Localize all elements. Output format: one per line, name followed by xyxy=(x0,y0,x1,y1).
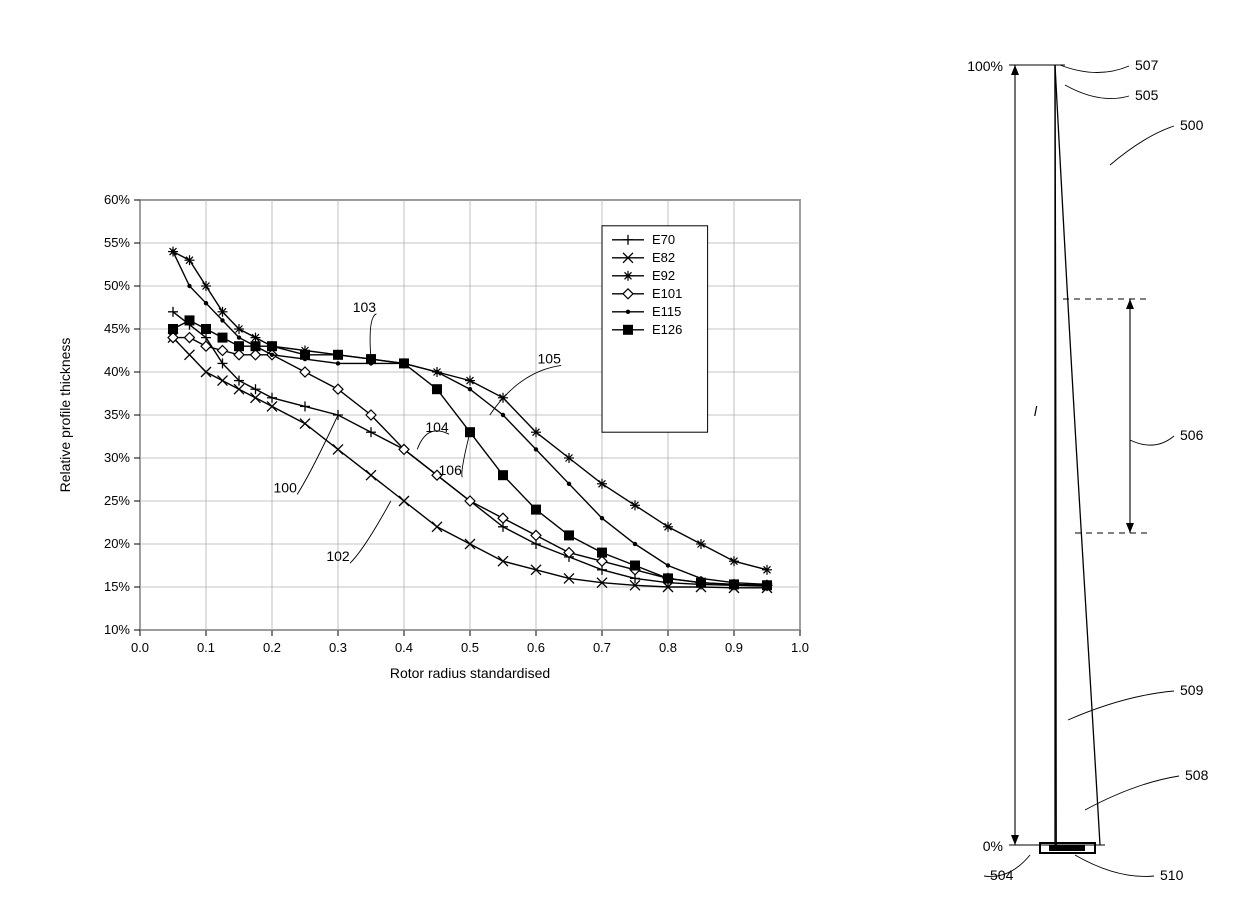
svg-text:507: 507 xyxy=(1135,57,1159,73)
blade-label-507: 507 xyxy=(1060,57,1159,73)
chart-legend: E70 E82 E92 E101 E115 E126 xyxy=(602,226,708,432)
svg-text:0.3: 0.3 xyxy=(329,640,347,655)
svg-text:35%: 35% xyxy=(104,407,130,422)
blade-percent-bottom: 0% xyxy=(983,838,1003,854)
blade-label-510: 510 xyxy=(1075,855,1184,883)
svg-text:509: 509 xyxy=(1180,682,1204,698)
blade-label-504: 504 xyxy=(984,855,1030,883)
svg-text:504: 504 xyxy=(990,867,1014,883)
svg-text:510: 510 xyxy=(1160,867,1184,883)
blade-label-506: 506 xyxy=(1130,427,1204,445)
svg-text:40%: 40% xyxy=(104,364,130,379)
svg-text:0.8: 0.8 xyxy=(659,640,677,655)
legend-item-E70: E70 xyxy=(652,232,675,247)
svg-text:30%: 30% xyxy=(104,450,130,465)
svg-text:25%: 25% xyxy=(104,493,130,508)
svg-text:505: 505 xyxy=(1135,87,1159,103)
svg-text:0.2: 0.2 xyxy=(263,640,281,655)
svg-text:0.7: 0.7 xyxy=(593,640,611,655)
y-axis-label: Relative profile thickness xyxy=(57,338,73,493)
svg-text:1.0: 1.0 xyxy=(791,640,809,655)
svg-text:0.9: 0.9 xyxy=(725,640,743,655)
svg-text:0.4: 0.4 xyxy=(395,640,413,655)
svg-text:60%: 60% xyxy=(104,192,130,207)
blade-diagram: 100% 0% l 500 505 507 506 509 508 504 510 xyxy=(967,57,1208,883)
svg-text:103: 103 xyxy=(353,299,377,315)
legend-item-E101: E101 xyxy=(652,286,682,301)
svg-text:0.5: 0.5 xyxy=(461,640,479,655)
svg-text:105: 105 xyxy=(538,350,562,366)
svg-text:55%: 55% xyxy=(104,235,130,250)
svg-text:20%: 20% xyxy=(104,536,130,551)
svg-text:0.0: 0.0 xyxy=(131,640,149,655)
blade-range-label: l xyxy=(1034,403,1038,419)
legend-item-E115: E115 xyxy=(652,304,681,319)
svg-text:102: 102 xyxy=(326,548,350,564)
svg-text:106: 106 xyxy=(439,462,463,478)
callout-102: 102 xyxy=(326,501,390,564)
callout-106: 106 xyxy=(439,432,470,478)
callout-104: 104 xyxy=(417,419,449,449)
blade-percent-top: 100% xyxy=(967,58,1003,74)
svg-text:45%: 45% xyxy=(104,321,130,336)
figure-root: 0.0 0.1 0.2 0.3 0.4 0.5 0.6 0.7 0.8 0.9 1.0 10% 15% 2… xyxy=(0,0,1240,915)
figure-svg: 0.0 0.1 0.2 0.3 0.4 0.5 0.6 0.7 0.8 0.9 1.0 10% 15% 2… xyxy=(0,0,1240,915)
svg-text:500: 500 xyxy=(1180,117,1204,133)
blade-label-508: 508 xyxy=(1085,767,1209,810)
svg-text:508: 508 xyxy=(1185,767,1209,783)
blade-label-509: 509 xyxy=(1068,682,1204,720)
callout-100: 100 xyxy=(274,415,338,495)
svg-text:104: 104 xyxy=(425,419,449,435)
svg-text:506: 506 xyxy=(1180,427,1204,443)
x-axis-label: Rotor radius standardised xyxy=(390,665,550,681)
legend-item-E126: E126 xyxy=(652,322,682,337)
legend-item-E92: E92 xyxy=(652,268,675,283)
svg-text:10%: 10% xyxy=(104,622,130,637)
svg-text:50%: 50% xyxy=(104,278,130,293)
svg-text:15%: 15% xyxy=(104,579,130,594)
svg-text:100: 100 xyxy=(274,479,298,495)
blade-label-505: 505 xyxy=(1065,85,1159,103)
blade-label-500: 500 xyxy=(1110,117,1204,165)
svg-text:0.6: 0.6 xyxy=(527,640,545,655)
legend-item-E82: E82 xyxy=(652,250,675,265)
callout-105: 105 xyxy=(490,350,561,415)
svg-text:0.1: 0.1 xyxy=(197,640,215,655)
